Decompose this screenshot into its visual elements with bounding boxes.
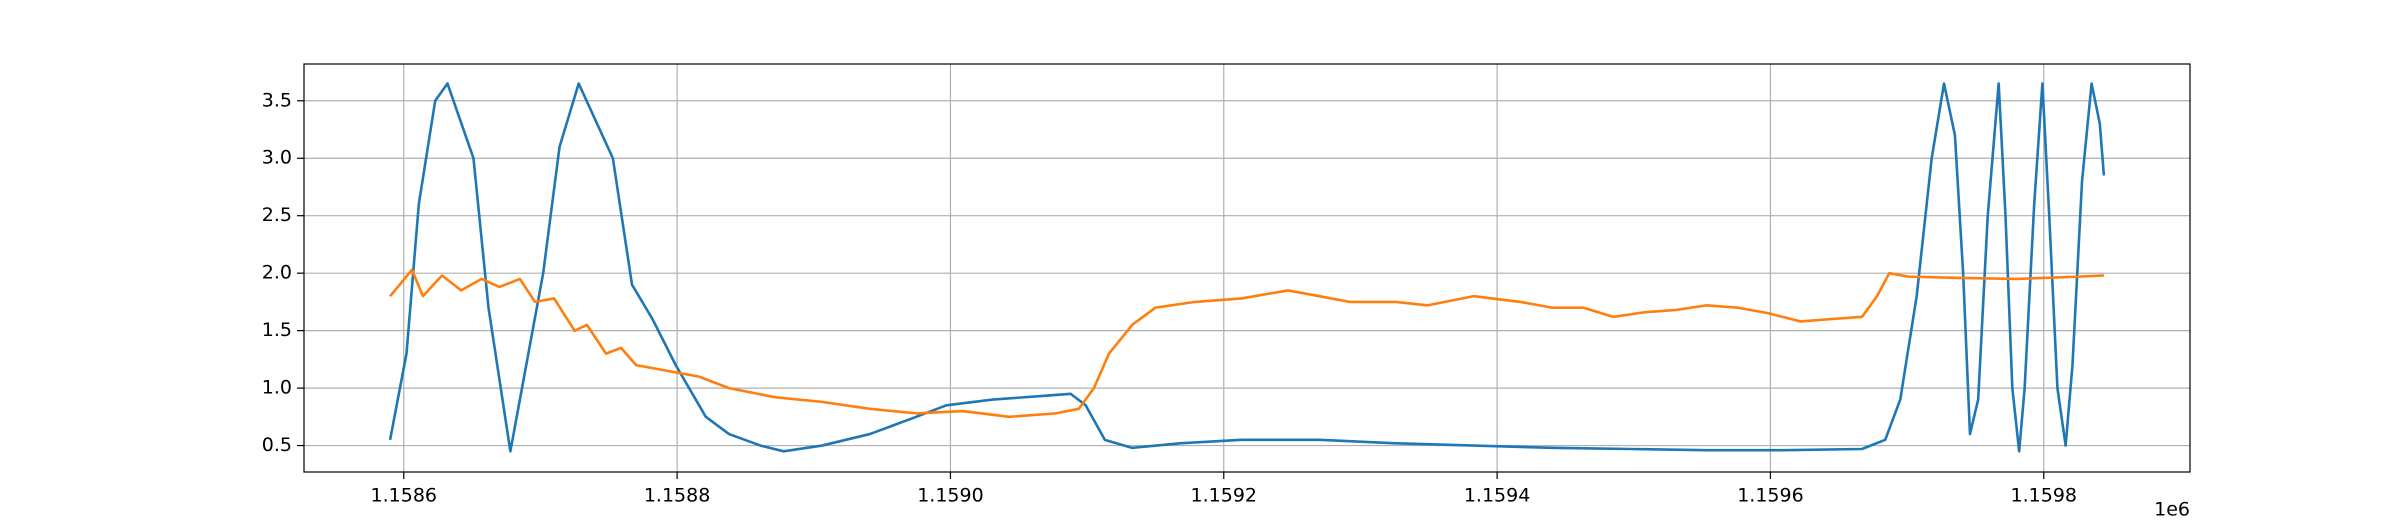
y-tick-label: 2.5 <box>262 204 292 226</box>
x-tick-label: 1.1588 <box>644 485 710 507</box>
y-tick-label: 1.0 <box>262 377 292 399</box>
x-offset-text: 1e6 <box>2154 499 2190 521</box>
plot-frame <box>303 63 2191 473</box>
x-tick-label: 1.1598 <box>2011 485 2077 507</box>
y-tick-label: 2.0 <box>262 262 292 284</box>
y-tick-label: 0.5 <box>262 434 292 456</box>
y-tick-label: 1.5 <box>262 319 292 341</box>
series-line <box>389 268 2104 419</box>
x-tick-label: 1.1590 <box>917 485 983 507</box>
x-tick-label: 1.1596 <box>1737 485 1803 507</box>
series-line <box>388 82 2106 453</box>
x-tick-label: 1.1594 <box>1464 485 1530 507</box>
x-tick-label: 1.1586 <box>371 485 437 507</box>
y-tick-label: 3.5 <box>262 89 292 111</box>
x-tick-label: 1.1592 <box>1191 485 1257 507</box>
y-tick-label: 3.0 <box>262 147 292 169</box>
